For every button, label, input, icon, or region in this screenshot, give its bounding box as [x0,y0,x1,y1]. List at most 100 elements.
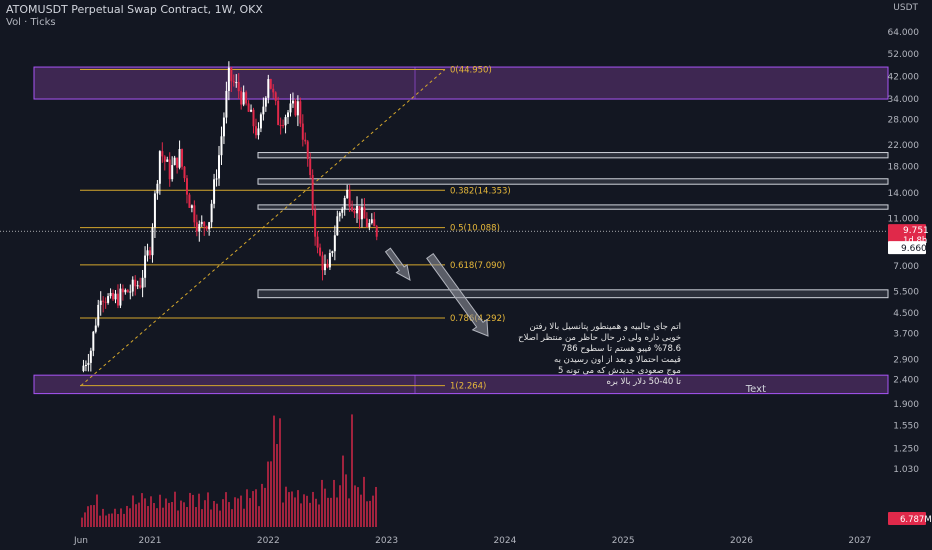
candle [277,100,280,125]
volume-bar [317,504,320,527]
volume-bar [158,494,161,527]
volume-bar [368,500,371,527]
candle [282,125,285,127]
candle [129,291,132,293]
volume-bar [314,498,317,527]
candle [230,67,233,82]
volume-bar [302,494,305,527]
candle [82,365,85,372]
candle [237,82,240,92]
candle [294,100,297,116]
time-axis-label: 2021 [139,536,162,546]
candle [176,157,179,168]
volume-bar [359,494,362,527]
volume-bar [146,506,149,527]
volume-bar [257,506,260,527]
candle [296,101,299,116]
candle [114,293,117,300]
volume-bar [263,487,266,527]
resistance-box[interactable] [257,289,889,299]
candle [87,362,90,366]
candle [195,222,198,232]
volume-bar [245,489,248,527]
candle [363,207,366,219]
candle [185,178,188,195]
candle [348,189,351,207]
volume-bar [140,493,143,527]
candle [262,106,265,115]
zone-bottom[interactable] [33,374,889,395]
volume-bar [164,498,167,527]
candle [210,203,213,223]
volume-bar [347,498,350,527]
volume-bar [305,495,308,527]
volume-bar [374,486,377,527]
candle [375,226,378,237]
volume-bar [230,509,233,527]
fib-level-label: 0.5(10.088) [450,224,500,234]
volume-bar [110,513,113,527]
volume-bar [92,505,95,527]
candle [227,67,230,91]
candle [304,139,307,142]
text-annotation[interactable]: Text [745,384,766,395]
fib-trend-line[interactable] [80,69,446,387]
zone-top[interactable] [33,66,889,100]
fib-level-label: 0.382(14.353) [450,186,511,196]
volume-bar [143,498,146,527]
volume-bar [329,497,332,527]
candle [257,128,260,136]
candle [259,114,262,129]
resistance-box[interactable] [257,152,889,159]
candle [267,79,270,98]
volume-bar [173,491,176,527]
candle [351,206,354,211]
candle [247,103,250,112]
price-unit-label: USDT [893,3,918,13]
volume-bar [101,508,104,527]
chart-title: ATOMUSDT Perpetual Swap Contract, 1W, OK… [6,3,263,16]
volume-bar [107,513,110,527]
candle [107,296,110,303]
volume-bar [218,510,221,527]
candle [92,331,95,351]
candle [370,219,373,223]
candle [109,292,112,297]
volume-bar [365,501,368,527]
persian-annotation[interactable]: اتم جای جالبیه و همینطور پتانسیل بالا رف… [518,322,681,388]
volume-bar [200,509,203,527]
candle [149,250,151,256]
candle [314,209,317,237]
volume-bar [350,414,353,527]
volume-bar [281,502,284,527]
volume-bar [188,492,191,527]
volume-bar [203,500,206,527]
price-axis-label: 34.000 [888,95,920,105]
annotation-line: قیمت احتمالا و بعد از اون رسیدن به [554,355,681,365]
volume-bar [209,509,212,527]
candle [126,289,129,293]
candle [264,97,267,107]
candle [153,193,156,228]
resistance-box[interactable] [257,178,889,185]
volume-bar [182,502,185,527]
volume-indicator-label[interactable]: Vol · Ticks [6,17,56,28]
volume-bar [341,455,344,527]
volume-bar [251,491,254,527]
crosshair-price-badge [888,241,926,255]
candle [309,158,312,176]
candle [205,226,208,230]
price-axis-label: 42.000 [888,73,920,83]
volume-bar [125,505,128,527]
projection-arrow[interactable] [384,247,411,281]
candle [222,117,225,137]
price-axis-label: 2.400 [893,375,919,385]
candle [235,82,238,84]
projection-arrow[interactable] [426,252,489,337]
candle [333,235,336,252]
volume-bar [233,497,236,527]
time-axis-label: 2022 [257,536,280,546]
resistance-box[interactable] [257,204,889,210]
candle [158,151,161,184]
